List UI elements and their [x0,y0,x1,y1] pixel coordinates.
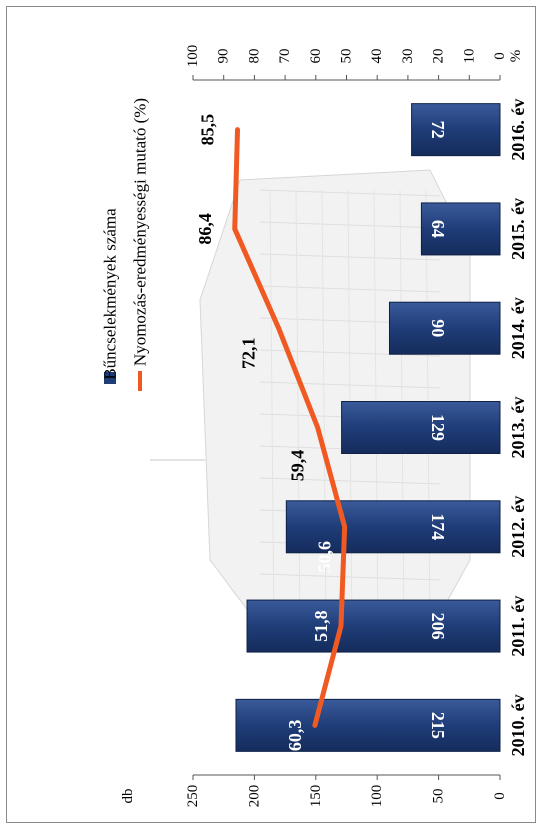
line-value-label: 85,5 [198,114,218,146]
building-line [269,189,275,631]
bar-value-label: 90 [428,319,448,337]
right-axis-tick-label: 70 [277,49,293,64]
building-line [259,189,441,197]
line-value-label: 60,3 [285,720,305,752]
legend-label-bars: Bűncselekmények száma [101,208,120,380]
building-line [321,189,327,631]
right-axis-tick-label: 60 [308,49,324,64]
left-axis-tick-label: 50 [431,789,447,804]
category-label: 2016. év [508,99,528,161]
building-line [259,221,441,229]
building-line [295,189,301,631]
legend: Bűncselekmények száma Nyomozás-eredményes… [101,98,150,391]
right-axis-unit: % [508,50,524,63]
bar-series: 215 206 174 129 90 64 72 [235,103,501,752]
right-axis-tick-label: 40 [369,49,385,64]
right-axis-tick-label: 80 [246,49,262,64]
left-axis-unit: db [120,789,136,804]
bar-value-label: 72 [428,121,448,139]
right-axis-tick-label: 10 [461,49,477,64]
left-axis-tick-label: 250 [185,785,201,808]
category-label: 2014. év [508,297,528,359]
line-path [232,127,348,728]
left-axis: 0 50 100 150 200 250 db [120,774,508,808]
building-line [259,285,441,293]
right-axis-tick-label: 0 [492,52,508,60]
bar [341,401,501,454]
left-axis-tick-label: 150 [308,785,324,808]
right-axis: 0 10 20 30 40 50 60 70 80 90 100% [185,45,524,81]
bar-value-label: 64 [428,220,448,238]
left-axis-tick-label: 0 [492,792,508,800]
legend-label-line: Nyomozás-eredményességi mutató (%) [131,98,150,366]
category-labels: 2010. év 2011. év 2012. év 2013. év 2014. év… [508,99,528,757]
right-axis-tick-label: 100 [185,45,201,68]
right-axis-tick-label: 20 [431,49,447,64]
category-label: 2012. év [508,496,528,558]
line-value-label: 50,6 [315,541,335,573]
bar-value-label: 215 [428,712,448,739]
bar-value-label: 206 [428,613,448,640]
line-series: 60,3 51,8 50,6 59,4 72,1 86,4 85,5 [195,114,348,752]
bar-value-label: 129 [428,414,448,441]
chart-frame [6,6,536,823]
bar [388,301,501,355]
category-label: 2011. év [508,596,528,657]
category-label: 2015. év [508,198,528,260]
bar [411,103,501,157]
building-line [259,573,441,581]
bar [285,500,501,554]
line-value-label: 72,1 [239,337,259,369]
category-label: 2010. év [508,694,528,756]
bar [235,698,501,752]
left-axis-tick-label: 100 [369,785,385,808]
right-axis-tick-label: 30 [400,49,416,64]
line-value-label: 59,4 [288,450,308,482]
left-axis-tick-label: 200 [246,785,262,808]
bar-value-label: 174 [428,513,448,540]
line-value-label: 86,4 [195,213,215,245]
bar [246,599,501,653]
category-label: 2013. év [508,397,528,459]
line-value-label: 51,8 [311,610,331,642]
building-line [259,477,441,485]
building-line [259,253,441,261]
right-axis-tick-label: 50 [339,49,355,64]
right-axis-tick-label: 90 [216,49,232,64]
bar [420,202,501,256]
legend-swatch-bars [104,372,116,384]
